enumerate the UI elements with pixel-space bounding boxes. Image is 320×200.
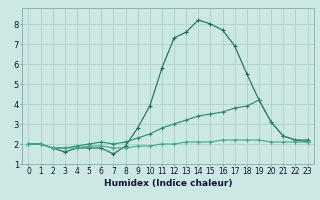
X-axis label: Humidex (Indice chaleur): Humidex (Indice chaleur) [104,179,232,188]
